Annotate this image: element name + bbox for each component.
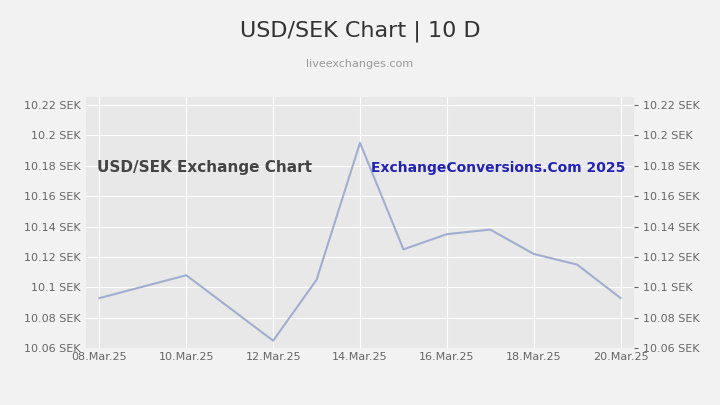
Text: USD/SEK Exchange Chart: USD/SEK Exchange Chart (97, 160, 312, 175)
Text: ExchangeConversions.Com 2025: ExchangeConversions.Com 2025 (371, 160, 625, 175)
Text: liveexchanges.com: liveexchanges.com (307, 59, 413, 69)
Text: USD/SEK Chart | 10 D: USD/SEK Chart | 10 D (240, 20, 480, 42)
